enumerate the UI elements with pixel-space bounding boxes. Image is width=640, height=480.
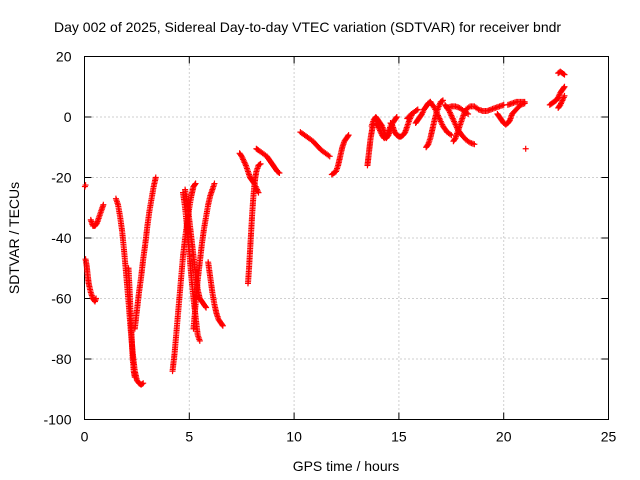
data-series-6 — [131, 174, 159, 332]
data-point — [82, 182, 89, 189]
data-point — [192, 180, 199, 187]
data-series-29 — [504, 98, 528, 108]
data-series-33 — [555, 68, 568, 78]
data-point — [448, 132, 455, 139]
data-point — [561, 83, 568, 90]
y-tick-label: -100 — [43, 412, 71, 428]
plot-frame — [84, 56, 609, 420]
axis-ticks — [84, 56, 609, 420]
data-series-17 — [364, 120, 377, 169]
data-series-13 — [244, 160, 264, 287]
data-series-30 — [522, 145, 529, 152]
data-point — [413, 107, 420, 114]
data-series-24 — [423, 97, 446, 151]
x-tick-labels: 0 5 10 15 20 25 — [81, 429, 617, 445]
data-series-21 — [404, 106, 421, 122]
data-point — [344, 133, 351, 140]
data-point — [203, 304, 210, 311]
data-point — [196, 337, 203, 344]
x-tick-label: 25 — [601, 429, 617, 445]
data-point — [414, 106, 421, 113]
y-tick-labels: -100 -80 -60 -40 -20 0 20 — [43, 49, 71, 428]
data-series-16 — [328, 132, 352, 178]
data-point — [219, 322, 226, 329]
data-point — [465, 104, 472, 111]
data-point — [325, 152, 332, 159]
data-point — [257, 160, 264, 167]
data-point — [393, 114, 400, 120]
x-tick-label: 15 — [391, 429, 407, 445]
data-point — [345, 132, 352, 139]
x-tick-label: 0 — [81, 429, 89, 445]
data-point — [521, 98, 528, 105]
data-series-15 — [297, 129, 333, 160]
data-point — [256, 161, 263, 168]
data-series-28 — [494, 100, 528, 128]
data-point — [191, 181, 198, 188]
data-point — [561, 92, 568, 99]
y-tick-label: -80 — [51, 351, 71, 367]
data-point — [131, 374, 138, 381]
data-series-20 — [387, 112, 415, 140]
data-point — [471, 141, 478, 148]
data-point — [560, 84, 567, 91]
y-tick-label: -20 — [51, 170, 71, 186]
y-tick-label: 20 — [56, 49, 72, 65]
x-tick-label: 10 — [286, 429, 302, 445]
grid-lines — [84, 56, 609, 420]
data-point — [93, 295, 100, 302]
data-series-3 — [87, 201, 107, 229]
data-point — [446, 131, 453, 138]
y-tick-label: -40 — [51, 230, 71, 246]
data-point — [438, 98, 445, 105]
data-series — [81, 68, 568, 388]
data-point — [393, 115, 400, 122]
data-point — [219, 321, 226, 328]
data-point — [561, 71, 568, 78]
data-point — [326, 153, 333, 160]
y-tick-label: 0 — [64, 109, 72, 125]
data-series-11 — [205, 259, 226, 329]
data-point — [152, 174, 159, 181]
data-point — [275, 169, 282, 176]
x-axis-label: GPS time / hours — [293, 458, 400, 474]
x-tick-label: 20 — [496, 429, 512, 445]
data-point — [140, 380, 147, 387]
data-point — [522, 145, 529, 152]
data-point — [211, 180, 218, 187]
x-tick-label: 5 — [185, 429, 193, 445]
data-series-22 — [412, 98, 434, 127]
data-series-32 — [555, 92, 568, 111]
data-series-31 — [546, 83, 568, 108]
data-series-10 — [190, 180, 218, 332]
data-series-5 — [125, 265, 138, 381]
data-point — [100, 201, 107, 208]
data-series-2 — [82, 256, 100, 305]
data-series-27 — [450, 101, 507, 145]
data-point — [276, 169, 283, 176]
data-series-7 — [169, 180, 199, 375]
data-series-14 — [253, 145, 283, 176]
y-tick-label: -60 — [51, 291, 71, 307]
chart-title: Day 002 of 2025, Sidereal Day-to-day VTE… — [54, 19, 561, 35]
data-point — [439, 97, 446, 104]
data-series-1 — [81, 182, 89, 190]
data-point — [255, 189, 262, 196]
data-point — [202, 303, 209, 310]
y-axis-label: SDTVAR / TECUs — [6, 182, 22, 294]
data-point — [560, 70, 567, 77]
data-point — [139, 380, 146, 387]
